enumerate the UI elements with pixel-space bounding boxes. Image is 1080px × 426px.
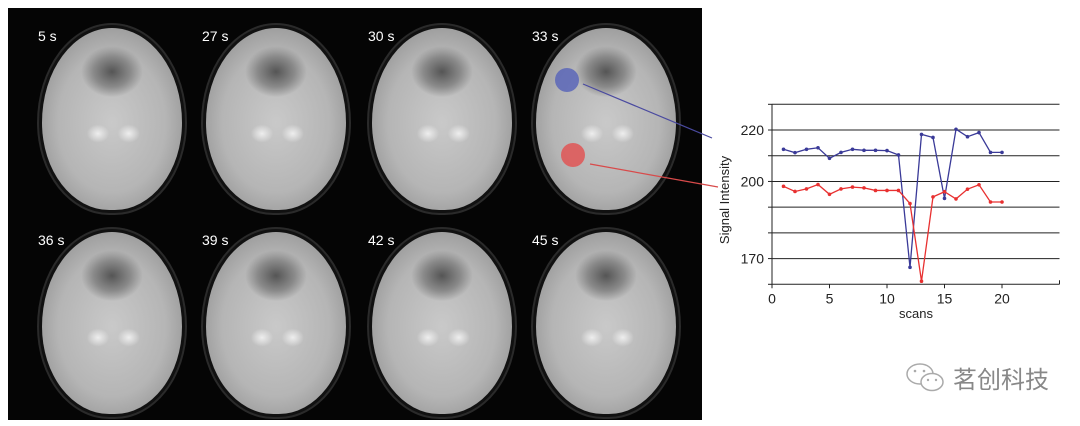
data-point-1: [873, 188, 878, 193]
frame-time-label: 30 s: [368, 28, 395, 44]
data-point-1: [988, 200, 993, 204]
data-point-1: [919, 279, 924, 284]
brain-frame: 30 s: [358, 14, 523, 219]
data-point-1: [1000, 200, 1004, 204]
data-point-0: [965, 134, 970, 139]
frame-time-label: 36 s: [38, 232, 65, 248]
frame-time-label: 45 s: [532, 232, 559, 248]
y-tick-label: 200: [741, 173, 765, 189]
x-tick-label: 15: [937, 290, 953, 306]
brain-scan-image: [372, 28, 512, 210]
data-point-0: [896, 153, 901, 157]
frame-time-label: 5 s: [38, 28, 57, 44]
brain-scan-image: [206, 28, 346, 210]
x-tick-label: 10: [879, 290, 895, 306]
data-point-0: [931, 135, 935, 140]
data-point-0: [850, 147, 855, 152]
frame-time-label: 33 s: [532, 28, 559, 44]
brain-scan-image: [536, 28, 676, 210]
data-point-1: [908, 201, 912, 206]
data-point-0: [919, 132, 924, 137]
blue-roi-connector: [582, 83, 713, 139]
brain-scan-image: [372, 232, 512, 414]
data-point-1: [977, 182, 981, 187]
data-point-1: [862, 186, 866, 190]
data-point-0: [977, 130, 981, 135]
x-tick-label: 20: [994, 290, 1010, 306]
frame-time-label: 42 s: [368, 232, 395, 248]
data-point-1: [942, 189, 947, 194]
data-point-1: [931, 195, 935, 199]
series-line-0: [783, 128, 1002, 268]
series-line-1: [783, 183, 1002, 282]
brain-frame: 39 s: [192, 218, 357, 423]
data-point-1: [793, 189, 797, 194]
data-point-0: [827, 156, 832, 161]
y-axis-label: Signal Intensity: [717, 155, 732, 244]
brain-scan-image: [536, 232, 676, 414]
data-point-0: [816, 145, 820, 150]
watermark-text: 茗创科技: [953, 366, 1049, 394]
x-tick-label: 0: [768, 290, 776, 306]
data-point-0: [839, 150, 843, 155]
frame-time-label: 39 s: [202, 232, 229, 248]
wechat-icon: [906, 362, 944, 391]
y-tick-label: 220: [741, 122, 765, 138]
brain-scan-image: [206, 232, 346, 414]
data-point-1: [885, 188, 889, 193]
y-tick-label: 170: [741, 251, 765, 267]
data-point-1: [850, 185, 855, 189]
brain-frame: 27 s: [192, 14, 357, 219]
brain-scan-image: [42, 28, 182, 210]
brain-scan-image: [42, 232, 182, 414]
brain-frame: 42 s: [358, 218, 523, 423]
data-point-0: [804, 147, 809, 152]
watermark: 茗创科技: [905, 360, 1049, 395]
data-point-1: [965, 187, 970, 191]
data-point-1: [781, 184, 786, 189]
data-point-0: [793, 150, 797, 155]
data-point-1: [804, 187, 809, 191]
brain-frame: 33 s: [522, 14, 687, 219]
data-point-0: [942, 196, 947, 201]
red-roi-marker: [561, 143, 585, 167]
data-point-0: [1000, 150, 1004, 155]
data-point-0: [862, 148, 866, 153]
x-tick-label: 5: [826, 290, 834, 306]
blue-roi-marker: [555, 68, 579, 92]
brain-frame: 45 s: [522, 218, 687, 423]
x-axis-label: scans: [899, 306, 933, 321]
data-point-1: [816, 182, 820, 187]
data-point-1: [827, 192, 832, 197]
data-point-0: [988, 150, 993, 155]
data-point-1: [896, 188, 901, 193]
data-point-0: [781, 147, 786, 152]
data-point-1: [839, 187, 843, 191]
data-point-0: [954, 127, 958, 132]
brain-frame: 5 s: [28, 14, 193, 219]
red-roi-connector: [589, 163, 719, 188]
data-point-0: [873, 148, 878, 153]
data-point-0: [908, 265, 912, 270]
brain-image-panel: 5 s 27 s 30 s 33 s 36 s 39 s 42 s 45 s: [8, 8, 702, 420]
data-point-0: [885, 148, 889, 153]
brain-frame: 36 s: [28, 218, 193, 423]
frame-time-label: 27 s: [202, 28, 229, 44]
data-point-1: [954, 197, 958, 201]
